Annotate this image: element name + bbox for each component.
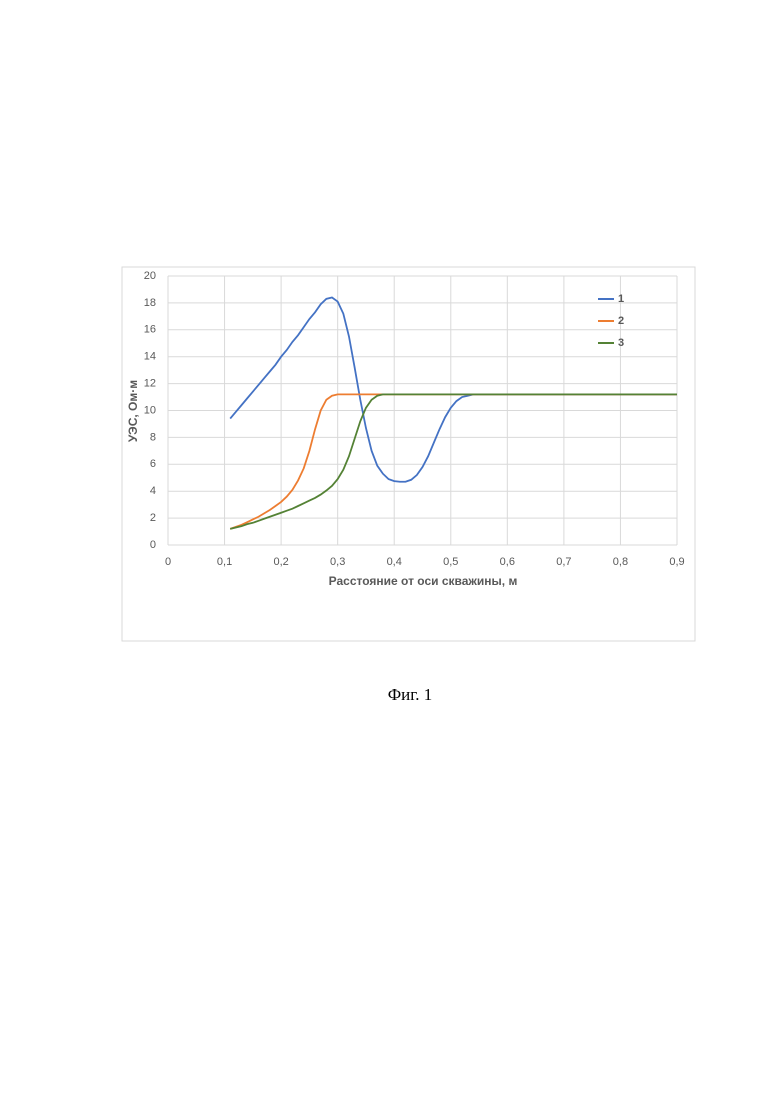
x-tick-label: 0,8 [613,556,628,568]
x-tick-label: 0 [165,556,171,568]
legend-label: 3 [618,337,624,349]
x-tick-label: 0,5 [443,556,458,568]
x-tick-label: 0,6 [500,556,515,568]
legend-label: 2 [618,315,624,327]
y-tick-label: 10 [144,404,156,416]
legend-label: 1 [618,293,624,305]
x-tick-label: 0,9 [669,556,684,568]
y-tick-label: 16 [144,324,156,336]
x-tick-label: 0,7 [556,556,571,568]
x-tick-label: 0,2 [273,556,288,568]
y-tick-label: 20 [144,270,156,282]
x-tick-label: 0,1 [217,556,232,568]
x-tick-label: 0,3 [330,556,345,568]
y-tick-label: 12 [144,378,156,390]
x-axis-label: Расстояние от оси скважины, м [329,574,518,588]
figure: Расстояние от оси скважины, м УЭС, Ом·м … [0,0,780,1103]
y-axis-label: УЭС, Ом·м [126,380,140,442]
caption: Фиг. 1 [388,685,433,704]
y-tick-label: 14 [144,351,156,363]
y-tick-label: 8 [150,431,156,443]
y-tick-label: 18 [144,297,156,309]
page: {"chart_data": {"type": "line", "caption… [0,0,780,1103]
y-tick-label: 0 [150,539,156,551]
y-tick-label: 4 [150,485,156,497]
y-tick-label: 2 [150,512,156,524]
x-tick-label: 0,4 [387,556,402,568]
y-tick-label: 6 [150,458,156,470]
